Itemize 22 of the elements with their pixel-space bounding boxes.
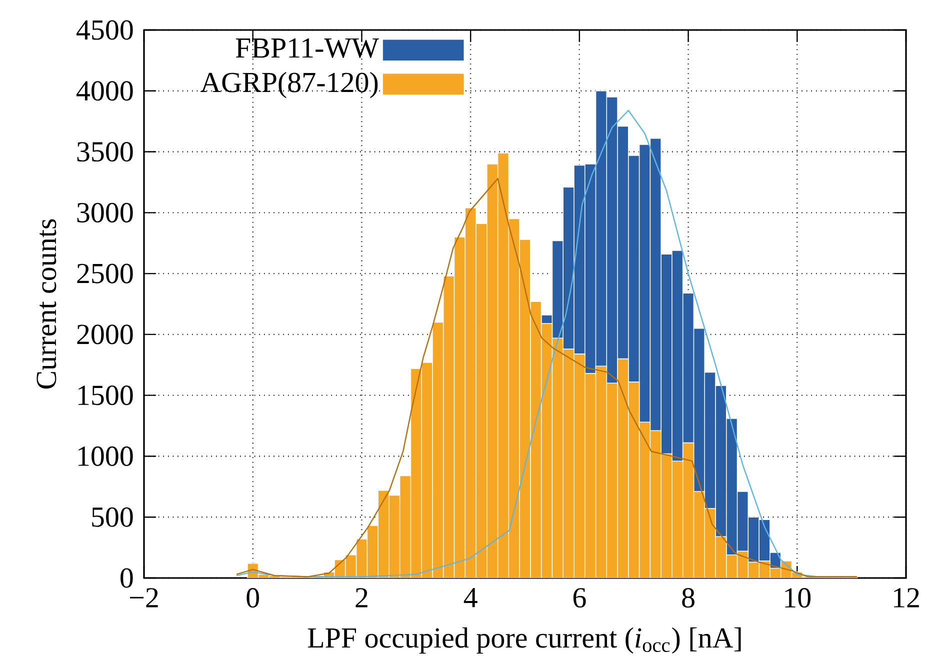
y-tick-label: 2500 xyxy=(77,264,133,284)
x-tick-label: 2 xyxy=(356,588,368,608)
y-tick-label: 1500 xyxy=(78,386,133,406)
y-tick-label: 4500 xyxy=(76,20,133,40)
y-tick-label: 500 xyxy=(92,507,133,527)
y-tick-label: 1000 xyxy=(78,446,133,466)
legend-label: AGRP(87-120) xyxy=(200,72,378,98)
y-axis-title: Current counts xyxy=(36,219,56,389)
x-axis-title: LPF occupied pore current (i$_{occ}$) [nA] xyxy=(308,627,741,654)
y-tick-label: 2000 xyxy=(77,324,133,344)
x-tick-label: 4 xyxy=(464,588,478,608)
legend-label: FBP11-WW xyxy=(236,38,379,58)
y-tick-label: 3500 xyxy=(77,142,133,162)
y-tick-label: 3000 xyxy=(77,202,133,222)
x-tick-label: 12 xyxy=(894,588,919,608)
x-tick-label: 6 xyxy=(573,588,586,608)
x-tick-label: 8 xyxy=(682,588,694,608)
x-tick-label: 0 xyxy=(246,588,260,608)
x-tick-label: −2 xyxy=(130,588,158,608)
y-tick-label: 4000 xyxy=(76,81,133,101)
x-tick-label: 10 xyxy=(785,588,811,608)
y-tick-label: 0 xyxy=(120,568,133,588)
